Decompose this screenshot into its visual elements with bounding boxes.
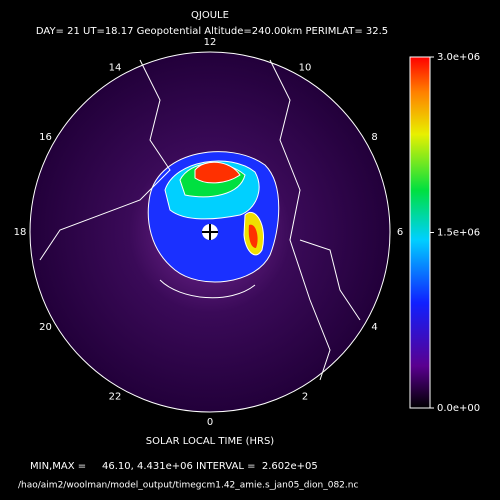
colorbar [409, 56, 431, 409]
hour-label: 12 [204, 37, 217, 48]
minmax-text: MIN,MAX = 46.10, 4.431e+06 INTERVAL = 2.… [30, 461, 318, 472]
colorbar-label: 1.5e+06 [437, 228, 480, 239]
file-path: /hao/aim2/woolman/model_output/timegcm1.… [18, 481, 358, 491]
coastlines [39, 59, 361, 381]
title: QJOULE [191, 10, 229, 21]
pole-cross [202, 224, 218, 240]
axis-label: SOLAR LOCAL TIME (HRS) [146, 436, 275, 447]
hour-label: 8 [371, 132, 377, 143]
hour-label: 16 [39, 132, 52, 143]
colorbar-label: 0.0e+00 [437, 403, 480, 414]
hour-label: 14 [109, 62, 122, 73]
hour-label: 10 [299, 62, 312, 73]
hour-label: 18 [14, 227, 27, 238]
hour-label: 0 [207, 417, 213, 428]
hour-label: 20 [39, 322, 52, 333]
hour-label: 22 [109, 392, 122, 403]
activity-region [147, 151, 280, 299]
subtitle: DAY= 21 UT=18.17 Geopotential Altitude=2… [36, 26, 388, 37]
hour-label: 4 [371, 322, 377, 333]
colorbar-label: 3.0e+06 [437, 52, 480, 63]
hour-label: 2 [302, 392, 308, 403]
hour-label: 6 [397, 227, 403, 238]
